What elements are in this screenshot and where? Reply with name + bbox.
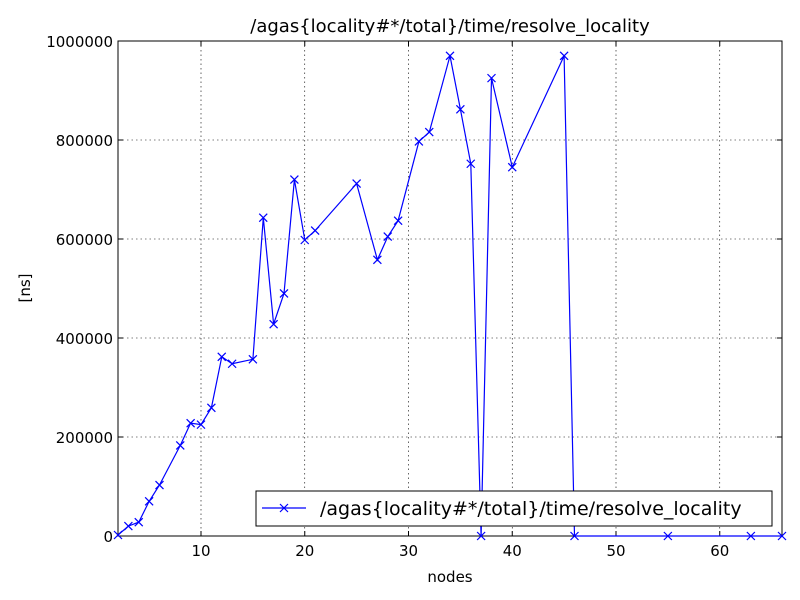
axis-tick-labels: 10 20 30 40 50 60 0 200000 400000 600000 800000 100… bbox=[46, 33, 729, 560]
plot-area bbox=[117, 40, 783, 537]
legend-label: /agas{locality#*/total}/time/resolve_loc… bbox=[320, 498, 742, 520]
data-point bbox=[487, 73, 496, 83]
data-point bbox=[258, 213, 268, 223]
data-point bbox=[393, 216, 403, 226]
y-tick-label: 800000 bbox=[56, 132, 113, 150]
data-point bbox=[310, 226, 320, 236]
data-point bbox=[144, 496, 154, 506]
grid-lines bbox=[118, 41, 782, 536]
data-point bbox=[248, 354, 258, 364]
x-tick-label: 10 bbox=[191, 542, 210, 560]
data-point bbox=[507, 162, 517, 172]
data-point bbox=[746, 531, 756, 541]
x-tick-label: 40 bbox=[503, 542, 522, 560]
data-point bbox=[414, 137, 424, 146]
data-point bbox=[186, 418, 196, 428]
data-point bbox=[206, 403, 216, 413]
data-point bbox=[383, 232, 393, 241]
legend-box bbox=[255, 490, 773, 527]
legend: /agas{locality#*/total}/time/resolve_loc… bbox=[255, 490, 773, 527]
x-tick-label: 20 bbox=[295, 542, 314, 560]
x-tick-label: 50 bbox=[606, 542, 625, 560]
axis-ticks bbox=[118, 40, 782, 537]
data-point bbox=[777, 531, 787, 541]
data-point bbox=[289, 175, 299, 185]
x-axis-label: nodes bbox=[427, 568, 472, 586]
data-point bbox=[196, 420, 206, 430]
data-point bbox=[445, 51, 455, 61]
data-point bbox=[352, 179, 362, 188]
data-point bbox=[455, 104, 465, 114]
data-point bbox=[372, 255, 382, 265]
data-point bbox=[134, 517, 144, 527]
y-tick-label: 0 bbox=[103, 528, 113, 546]
x-tick-label: 60 bbox=[710, 542, 729, 560]
data-point bbox=[663, 531, 673, 541]
y-tick-label: 600000 bbox=[56, 231, 113, 249]
data-point bbox=[123, 521, 133, 531]
series-layer bbox=[113, 51, 787, 541]
y-tick-label: 400000 bbox=[56, 330, 113, 348]
data-point bbox=[570, 531, 579, 541]
data-point bbox=[175, 440, 185, 450]
data-point bbox=[466, 159, 476, 169]
data-point bbox=[476, 531, 486, 541]
data-point bbox=[279, 289, 289, 298]
y-tick-label: 1000000 bbox=[46, 33, 113, 51]
y-axis-label: [ns] bbox=[16, 273, 34, 302]
data-point bbox=[269, 319, 279, 329]
x-tick-label: 30 bbox=[399, 542, 418, 560]
data-point bbox=[113, 530, 123, 540]
data-point bbox=[227, 359, 237, 369]
data-point bbox=[559, 51, 569, 61]
data-point bbox=[300, 235, 310, 245]
chart-title: /agas{locality#*/total}/time/resolve_loc… bbox=[250, 16, 650, 37]
data-point bbox=[424, 127, 434, 137]
legend-marker bbox=[279, 503, 289, 513]
data-point bbox=[217, 352, 227, 362]
y-tick-label: 200000 bbox=[56, 429, 113, 447]
data-point bbox=[155, 480, 164, 490]
